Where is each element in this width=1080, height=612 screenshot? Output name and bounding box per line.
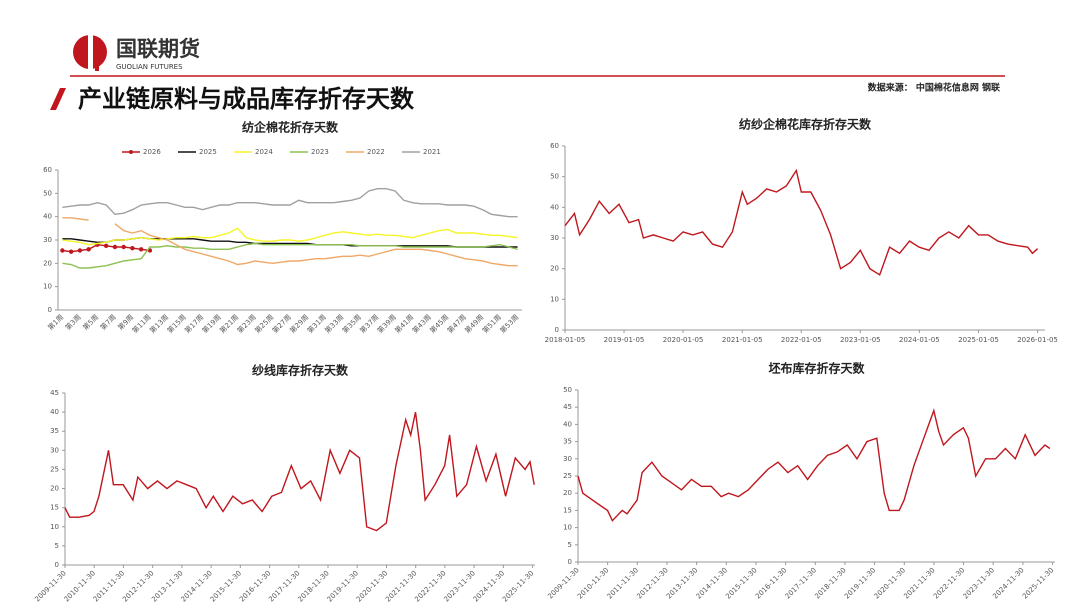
y-tick-label: 10: [43, 283, 52, 291]
series-line: [62, 217, 518, 267]
y-tick-label: 10: [550, 295, 559, 303]
x-tick-label: 2024-01-05: [899, 336, 940, 344]
y-tick-label: 40: [43, 213, 52, 221]
y-tick-label: 15: [50, 504, 59, 512]
logo-bar: [95, 38, 99, 71]
y-tick-label: 5: [55, 542, 59, 550]
series-line: [62, 242, 518, 269]
chart-title: 坯布库存折存天数: [768, 361, 865, 376]
y-tick-label: 50: [563, 386, 572, 394]
series-marker: [86, 247, 91, 252]
y-tick-label: 5: [568, 541, 572, 549]
series-marker: [138, 247, 144, 252]
y-tick-label: 40: [563, 420, 572, 428]
y-tick-label: 60: [550, 142, 559, 150]
y-tick-label: 45: [50, 389, 59, 397]
y-tick-label: 35: [50, 427, 59, 435]
series-marker: [112, 244, 118, 250]
y-tick-label: 30: [550, 234, 559, 242]
y-tick-label: 10: [50, 523, 59, 531]
series-marker: [68, 249, 74, 254]
legend-label: 2025: [199, 148, 217, 156]
y-tick-label: 30: [43, 236, 52, 244]
y-tick-label: 50: [550, 173, 559, 181]
series-marker: [60, 248, 65, 253]
legend-label: 2021: [423, 148, 441, 156]
series-marker: [103, 243, 109, 249]
x-tick-label: 2022-01-05: [781, 336, 822, 344]
series-line: [577, 408, 1051, 522]
y-tick-label: 40: [550, 203, 559, 211]
series-line: [62, 227, 518, 246]
logo-text: 国联期货: [116, 37, 200, 61]
chart-title: 纺纱企棉花库存折存天数: [739, 117, 872, 132]
x-tick-label: 2026-01-05: [1017, 336, 1058, 344]
x-tick-label: 2019-01-05: [604, 336, 645, 344]
x-tick-label: 2021-01-05: [722, 336, 763, 344]
y-tick-label: 20: [43, 259, 52, 267]
y-tick-label: 25: [563, 472, 572, 480]
logo-subtext: GUOLIAN FUTURES: [116, 63, 183, 71]
legend-label: 2024: [255, 148, 273, 156]
x-tick-label: 2025-01-05: [958, 336, 999, 344]
series-marker: [77, 248, 83, 253]
series-line: [62, 188, 518, 218]
y-tick-label: 0: [55, 561, 59, 569]
series-marker: [130, 245, 135, 251]
chart-title: 纱线库存折存天数: [252, 363, 349, 378]
x-tick-label: 2018-01-05: [545, 336, 586, 344]
legend-marker: [129, 150, 133, 154]
y-tick-label: 20: [563, 489, 572, 497]
x-tick-label: 2020-01-05: [663, 336, 704, 344]
legend-label: 2022: [367, 148, 385, 156]
chart-title: 纺企棉花折存天数: [242, 120, 339, 135]
y-tick-label: 0: [48, 306, 52, 314]
page-title: 产业链原料与成品库存折存天数: [78, 85, 415, 113]
logo: [73, 33, 107, 71]
y-tick-label: 35: [563, 438, 572, 446]
y-tick-label: 40: [50, 408, 59, 416]
y-tick-label: 50: [43, 189, 52, 197]
source: 数据来源： 中国棉花信息网 钢联: [868, 82, 1001, 94]
series-marker: [121, 244, 126, 250]
y-tick-label: 0: [568, 558, 572, 566]
y-tick-label: 10: [563, 524, 572, 532]
legend-label: 2026: [143, 148, 161, 156]
title-slash: [50, 88, 66, 110]
y-tick-label: 20: [50, 485, 59, 493]
x-tick-label: 2023-01-05: [840, 336, 881, 344]
y-tick-label: 30: [50, 446, 59, 454]
y-tick-label: 45: [563, 403, 572, 411]
logo-bar: [88, 33, 93, 71]
y-tick-label: 15: [563, 506, 572, 514]
series-line: [564, 168, 1039, 276]
legend-label: 2023: [311, 148, 329, 156]
y-tick-label: 0: [555, 326, 559, 334]
y-tick-label: 30: [563, 455, 572, 463]
y-tick-label: 25: [50, 465, 59, 473]
series-line: [64, 411, 535, 532]
y-tick-label: 20: [550, 265, 559, 273]
y-tick-label: 60: [43, 166, 52, 174]
